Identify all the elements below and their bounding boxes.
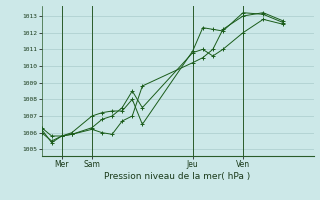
X-axis label: Pression niveau de la mer( hPa ): Pression niveau de la mer( hPa ) <box>104 172 251 181</box>
